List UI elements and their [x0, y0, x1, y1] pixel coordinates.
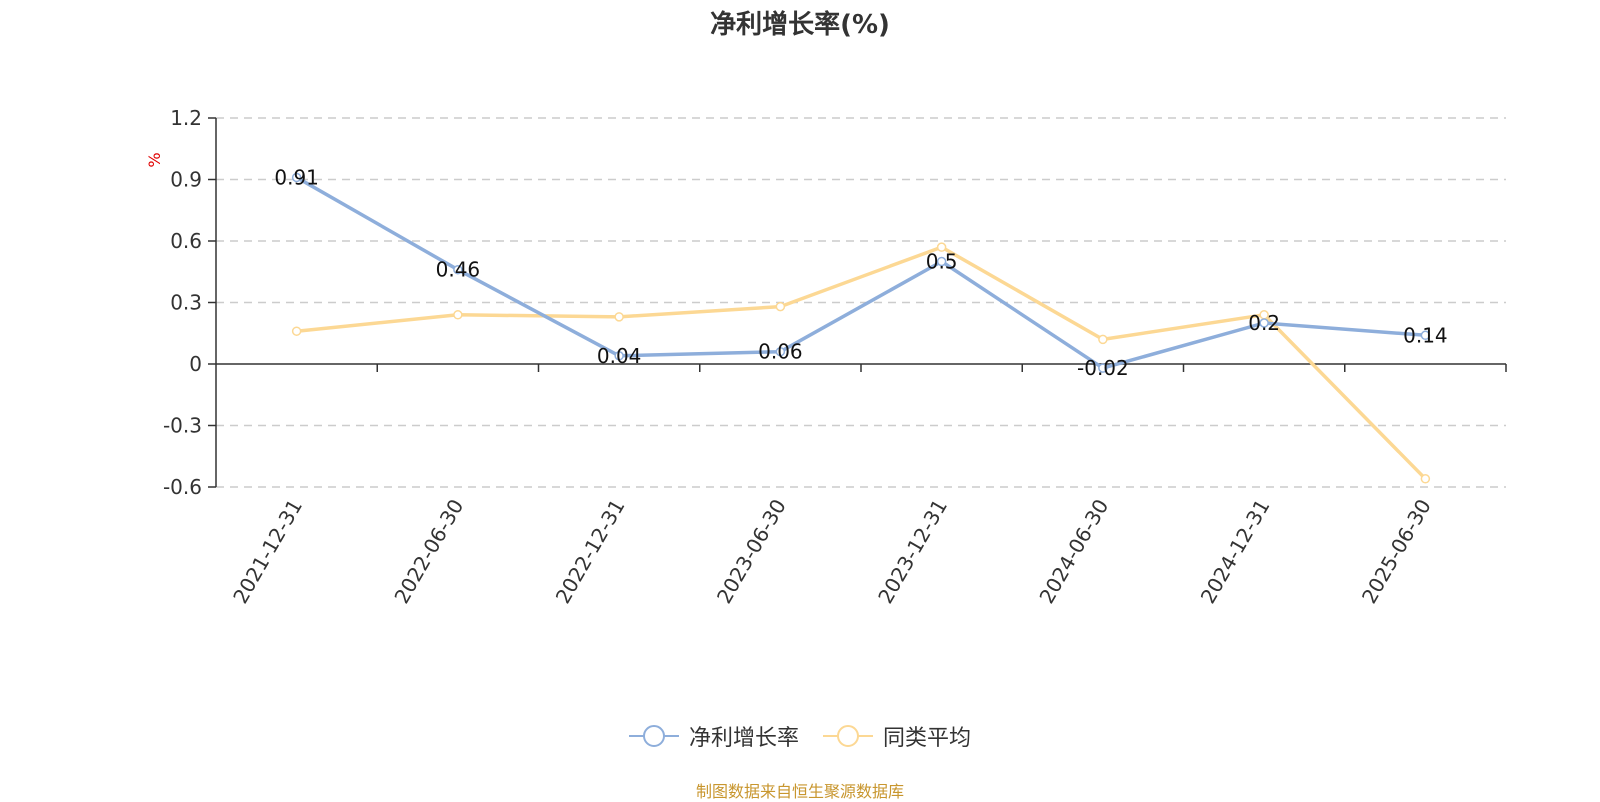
- legend-marker-net-profit-growth: [628, 725, 679, 747]
- series-point-0: [1259, 318, 1269, 328]
- series-line-0: [295, 175, 1426, 370]
- data-label: 0.06: [758, 340, 803, 364]
- series-line-1: [296, 245, 1427, 481]
- y-tick-label: -0.6: [163, 475, 202, 499]
- legend-item-peer-average[interactable]: 同类平均: [823, 720, 971, 752]
- x-tick-label: 2025-06-30: [1357, 495, 1436, 608]
- x-tick-label: 2022-12-31: [551, 495, 630, 608]
- y-axis-unit: %: [145, 152, 164, 167]
- data-label: 0.91: [274, 165, 319, 189]
- legend-item-net-profit-growth[interactable]: 净利增长率: [628, 720, 799, 752]
- data-label: 0.5: [926, 250, 958, 274]
- source-note: 制图数据来自恒生聚源数据库: [695, 782, 904, 801]
- axes: -0.6 -0.3 0 0.3 0.6 0.9 1.2 2021-12-31 2022-06-3…: [145, 106, 1507, 608]
- x-tick-label: 2024-12-31: [1196, 495, 1275, 608]
- series-point-0: [291, 172, 302, 183]
- series-point-1: [775, 301, 786, 312]
- y-tick-label: 0.3: [170, 291, 202, 315]
- series-lines: [291, 172, 1431, 484]
- legend-marker-peer-average: [823, 725, 873, 747]
- data-label: 0.46: [436, 258, 481, 282]
- y-tick-label: 1.2: [170, 106, 202, 130]
- legend-label-peer-average: 同类平均: [883, 726, 972, 751]
- x-tick-label: 2023-06-30: [712, 495, 791, 608]
- series-point-0: [1098, 363, 1108, 373]
- legend-label-net-profit-growth: 净利增长率: [688, 726, 799, 751]
- data-label: 0.14: [1403, 323, 1448, 347]
- data-label: 0.04: [597, 344, 642, 368]
- series-point-0: [614, 351, 624, 361]
- data-label: -0.02: [1077, 356, 1129, 380]
- legend: 净利增长率 同类平均: [0, 720, 1600, 752]
- series-point-1: [291, 326, 302, 336]
- x-tick-label: 2021-12-31: [228, 495, 307, 608]
- y-tick-label: 0.6: [170, 229, 202, 253]
- y-tick-label: -0.3: [163, 414, 202, 438]
- line-chart: -0.6 -0.3 0 0.3 0.6 0.9 1.2 2021-12-31 2022-06-3…: [145, 106, 1507, 608]
- x-tick-label: 2024-06-30: [1034, 495, 1113, 608]
- y-tick-label: 0.9: [170, 168, 202, 192]
- series-point-1: [614, 312, 624, 322]
- data-label: 0.2: [1248, 311, 1280, 335]
- x-tick-label: 2022-06-30: [389, 495, 468, 608]
- series-point-0: [453, 264, 463, 275]
- series-point-0: [775, 346, 786, 357]
- series-point-1: [936, 242, 947, 252]
- series-point-0: [1420, 330, 1431, 341]
- series-point-1: [453, 310, 463, 320]
- data-labels: 0.91 0.46 0.04 0.06 0.5 -0.02 0.2 0.14: [274, 165, 1447, 380]
- series-point-0: [936, 256, 947, 267]
- series-point-1: [1098, 334, 1108, 345]
- x-tick-label: 2023-12-31: [873, 495, 952, 608]
- y-tick-label: 0: [189, 352, 202, 376]
- series-point-1: [1420, 474, 1431, 484]
- chart-title: 净利增长率(%): [710, 10, 890, 40]
- grid-lines: [216, 117, 1506, 488]
